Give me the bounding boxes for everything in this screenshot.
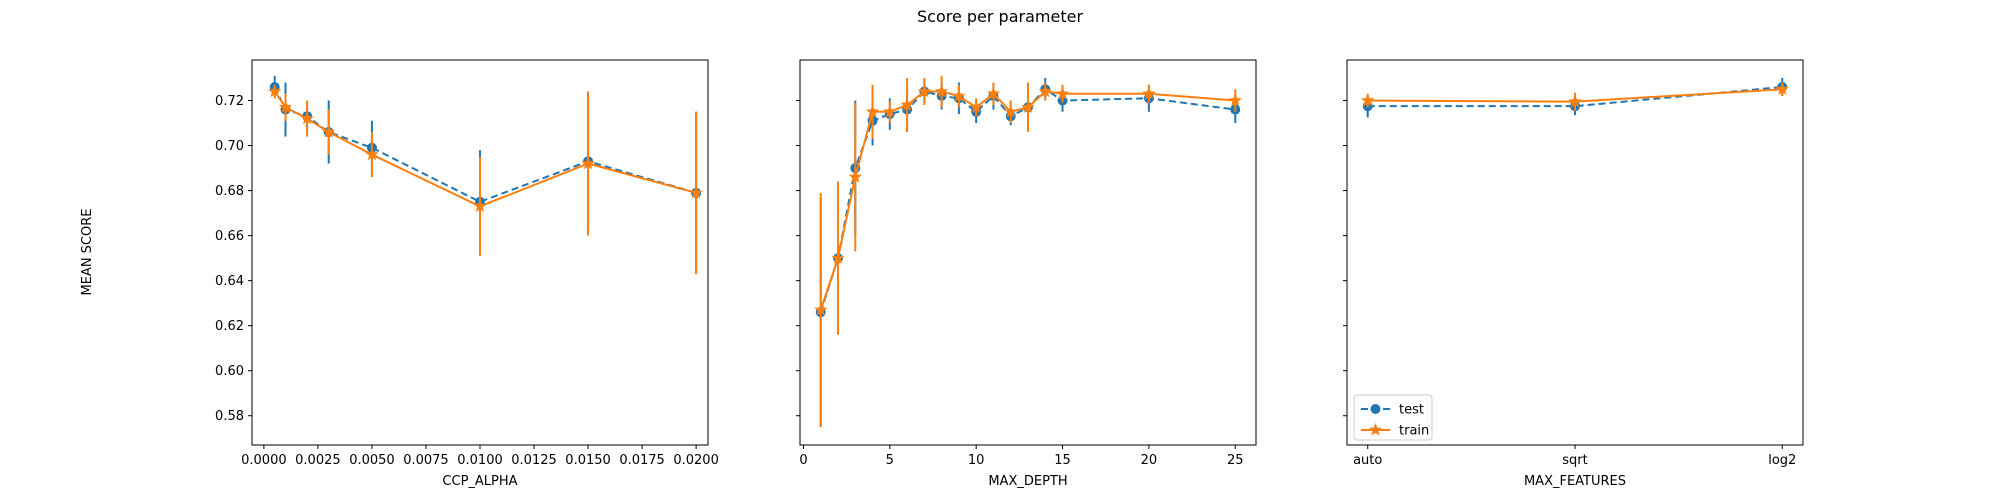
series-train bbox=[268, 84, 703, 274]
x-tick-label: 0 bbox=[799, 453, 807, 468]
data-point bbox=[952, 89, 966, 102]
data-point bbox=[1142, 86, 1156, 100]
axes-frame bbox=[251, 59, 709, 446]
x-tick-label: 20 bbox=[1141, 453, 1158, 468]
data-point bbox=[322, 125, 336, 138]
y-tick-label: 0.58 bbox=[215, 409, 244, 424]
data-point bbox=[934, 84, 949, 98]
x-axis-label: CCP_ALPHA bbox=[442, 474, 517, 489]
data-point bbox=[1055, 86, 1070, 100]
x-tick-label: 25 bbox=[1227, 453, 1244, 468]
legend-label: test bbox=[1399, 403, 1424, 418]
data-point bbox=[969, 100, 983, 113]
data-point bbox=[831, 251, 845, 264]
data-point bbox=[473, 199, 487, 213]
x-tick-label: log2 bbox=[1768, 453, 1796, 468]
data-point bbox=[365, 147, 379, 161]
axes-frame bbox=[799, 59, 1257, 446]
data-point bbox=[1361, 93, 1375, 107]
data-point bbox=[900, 98, 914, 111]
data-point bbox=[1775, 82, 1789, 95]
data-point bbox=[1004, 104, 1018, 118]
subplot-2: 0 5 10 15 20 25 MAX_DEPTH bbox=[796, 59, 1257, 489]
data-point bbox=[1568, 94, 1582, 108]
series-train bbox=[1361, 82, 1789, 111]
subplot-3: auto sqrt log2 MAX_FEATURES test train bbox=[1343, 59, 1804, 489]
y-tick-label: 0.66 bbox=[215, 229, 244, 244]
data-point bbox=[689, 185, 703, 199]
y-tick-label: 0.60 bbox=[215, 364, 244, 379]
x-tick-label: 0.0000 bbox=[241, 453, 287, 468]
x-tick-label: 5 bbox=[886, 453, 894, 468]
subplot-1: 0.58 0.60 0.62 0.64 0.66 0.68 0.70 0.72 0.0000 0.… bbox=[215, 59, 719, 489]
x-tick-label: 0.0075 bbox=[403, 453, 449, 468]
x-tick-label: sqrt bbox=[1562, 453, 1587, 468]
figure-title: Score per parameter bbox=[917, 7, 1083, 26]
x-tick-label: 15 bbox=[1054, 453, 1071, 468]
data-point bbox=[848, 170, 862, 183]
x-tick-label: 0.0175 bbox=[619, 453, 665, 468]
x-tick-label: 0.0150 bbox=[565, 453, 611, 468]
data-point bbox=[268, 84, 282, 98]
data-point bbox=[814, 302, 828, 316]
legend: test train bbox=[1353, 394, 1433, 441]
data-point bbox=[1228, 93, 1242, 107]
axes-frame bbox=[1346, 59, 1804, 446]
data-point bbox=[1038, 84, 1052, 98]
x-axis-label: MAX_FEATURES bbox=[1524, 474, 1626, 489]
x-tick-label: 0.0125 bbox=[511, 453, 557, 468]
subplot-panels: 0.58 0.60 0.62 0.64 0.66 0.68 0.70 0.72 0.0000 0.… bbox=[215, 59, 1804, 489]
y-tick-label: 0.70 bbox=[215, 139, 244, 154]
y-axis-label: MEAN SCORE bbox=[80, 209, 95, 296]
data-point bbox=[1021, 100, 1035, 113]
x-tick-label: 0.0100 bbox=[457, 453, 503, 468]
legend-marker bbox=[1368, 423, 1383, 436]
data-point bbox=[300, 111, 314, 125]
x-tick-label: 0.0050 bbox=[349, 453, 395, 468]
y-tick-label: 0.72 bbox=[215, 94, 244, 109]
series-line bbox=[273, 90, 697, 208]
y-tick-label: 0.64 bbox=[215, 274, 244, 289]
x-tick-label: 0.0200 bbox=[673, 453, 719, 468]
data-point bbox=[581, 156, 595, 170]
x-tick-label: 10 bbox=[968, 453, 985, 468]
series-train bbox=[814, 75, 1242, 427]
y-tick-label: 0.62 bbox=[215, 319, 244, 334]
data-point bbox=[917, 84, 932, 98]
y-tick-label: 0.68 bbox=[215, 184, 244, 199]
x-axis-label: MAX_DEPTH bbox=[988, 474, 1067, 489]
legend-marker bbox=[1370, 404, 1381, 414]
data-point bbox=[883, 104, 897, 118]
data-point bbox=[278, 100, 293, 113]
x-tick-label: 0.0025 bbox=[295, 453, 341, 468]
data-point bbox=[986, 86, 1001, 100]
data-point bbox=[865, 104, 880, 118]
x-tick-label: auto bbox=[1353, 453, 1382, 468]
legend-label: train bbox=[1399, 424, 1429, 439]
